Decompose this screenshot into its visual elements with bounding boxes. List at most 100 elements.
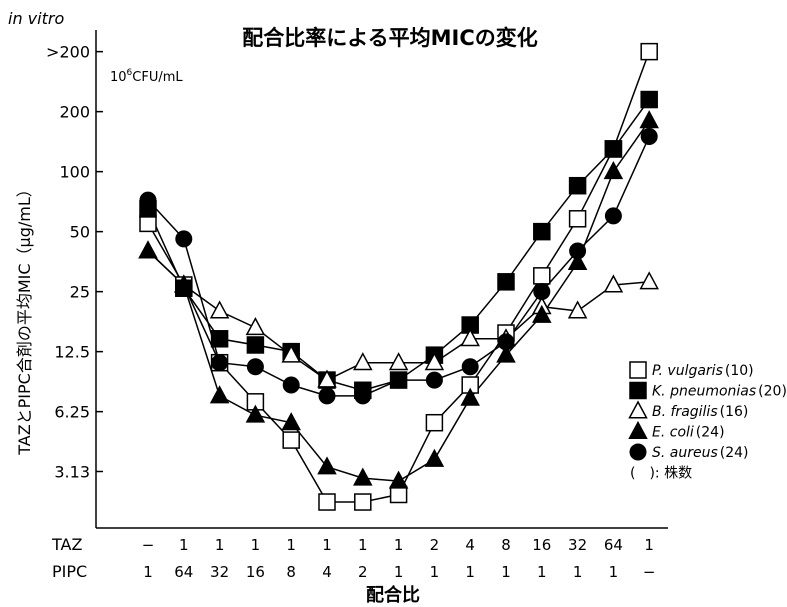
data-point-filled-triangle <box>138 240 158 259</box>
taz-ratio-label: 1 <box>322 536 332 554</box>
data-point-open-triangle <box>639 271 659 290</box>
pipc-ratio-label: 1 <box>537 563 547 581</box>
y-tick-label: >200 <box>46 43 90 62</box>
legend: P. vulgaris (10) K. pneumonias (20) B. fragi… <box>628 361 787 482</box>
series-line-filled-triangle <box>147 120 650 482</box>
x-axis-label: 配合比 <box>366 584 420 606</box>
data-point-open-triangle <box>317 369 337 388</box>
data-point-filled-circle <box>175 230 193 248</box>
data-point-filled-triangle <box>460 387 480 406</box>
data-point-open-triangle <box>245 317 266 336</box>
taz-ratio-label: 1 <box>179 536 189 554</box>
taz-ratio-label: 1 <box>394 536 404 554</box>
taz-ratio-label: 32 <box>568 536 587 554</box>
y-tick-label: 25 <box>70 283 90 302</box>
pipc-ratio-label: 1 <box>573 563 583 581</box>
data-point-filled-triangle <box>424 448 445 467</box>
data-point-filled-square <box>533 222 551 241</box>
legend-series-name: E. coli <box>652 425 694 441</box>
series-line-open-square <box>147 51 650 503</box>
taz-ratio-label: 1 <box>286 536 296 554</box>
data-point-filled-circle <box>533 283 551 301</box>
data-point-filled-triangle <box>388 470 409 489</box>
pipc-ratio-label: 8 <box>286 563 296 581</box>
pipc-ratio-label: 1 <box>465 563 475 581</box>
data-point-filled-square <box>210 330 229 348</box>
data-point-filled-triangle <box>603 161 624 180</box>
data-point-filled-circle <box>354 387 372 405</box>
pipc-ratio-label: 4 <box>322 563 332 581</box>
data-point-open-triangle <box>388 352 409 371</box>
data-point-open-square <box>568 210 587 228</box>
data-point-filled-circle <box>461 358 479 376</box>
taz-ratio-label: 4 <box>465 536 475 554</box>
ratio-rows: TAZ − 1 1 1 1 1 1 1 2 4 8 16 32 64 1 PIPC 1 64 32 16 8 4 2 1 1 1 1 1… <box>51 535 655 581</box>
pipc-ratio-label: 1 <box>501 563 511 581</box>
legend-series-name: K. pneumonias <box>652 384 756 400</box>
data-point-filled-triangle <box>209 385 230 404</box>
inoculum-unit: 106CFU/mL <box>110 68 183 85</box>
legend-marker-open-triangle <box>628 400 648 419</box>
data-point-open-square <box>318 493 336 511</box>
data-point-filled-circle <box>139 191 157 209</box>
data-point-open-square <box>533 267 551 285</box>
data-point-filled-triangle <box>174 274 194 293</box>
taz-ratio-label: − <box>142 536 155 554</box>
data-point-open-triangle <box>603 274 624 293</box>
pipc-ratio-label: 1 <box>430 563 440 581</box>
data-point-open-triangle <box>353 352 373 371</box>
pipc-row-label: PIPC <box>52 562 87 581</box>
y-tick-label: 12.5 <box>54 343 90 362</box>
data-point-filled-triangle <box>353 467 373 486</box>
data-point-filled-circle <box>390 371 408 389</box>
data-point-filled-square <box>497 273 515 291</box>
data-point-filled-circle <box>425 371 443 389</box>
pipc-ratio-label: − <box>643 563 656 581</box>
y-tick-label: 100 <box>59 163 90 182</box>
chart-title: 配合比率による平均MICの変化 <box>242 26 538 50</box>
y-tick-label: 200 <box>59 103 90 122</box>
taz-ratio-label: 1 <box>358 536 368 554</box>
pipc-ratio-label: 64 <box>174 563 193 581</box>
taz-ratio-label: 64 <box>604 536 623 554</box>
data-point-filled-triangle <box>639 110 659 129</box>
y-axis-label: TAZとPIPC合剤の平均MIC（μg/mL） <box>15 181 34 456</box>
data-point-filled-circle <box>569 242 587 260</box>
taz-ratio-label: 16 <box>532 536 551 554</box>
data-point-open-square <box>354 493 372 511</box>
data-point-filled-square <box>604 140 623 158</box>
series-markers <box>138 42 659 511</box>
legend-marker-filled-triangle <box>628 420 648 439</box>
data-point-open-triangle <box>209 300 230 319</box>
legend-series-count: (24) <box>720 445 749 461</box>
data-point-filled-circle <box>246 358 264 376</box>
y-tick-label: 50 <box>70 223 90 242</box>
data-point-open-square <box>139 214 157 233</box>
taz-row-label: TAZ <box>51 535 82 554</box>
pipc-ratio-label: 2 <box>358 563 368 581</box>
data-point-filled-square <box>246 336 265 354</box>
legend-series-count: (16) <box>720 404 749 420</box>
pipc-ratio-label: 16 <box>246 563 265 581</box>
taz-ratio-label: 1 <box>644 536 654 554</box>
data-point-filled-circle <box>604 207 622 225</box>
data-point-filled-triangle <box>245 404 266 423</box>
data-point-open-triangle <box>281 344 301 363</box>
data-point-open-triangle <box>460 328 480 347</box>
y-tick-label: 3.13 <box>54 463 90 482</box>
data-point-open-triangle <box>424 352 445 371</box>
legend-series-name: B. fragilis <box>652 404 718 420</box>
taz-ratio-label: 2 <box>430 536 440 554</box>
data-point-filled-circle <box>318 387 336 405</box>
legend-series-name: S. aureus <box>652 445 718 461</box>
taz-ratio-label: 1 <box>251 536 261 554</box>
data-point-open-square <box>425 413 444 432</box>
data-point-filled-circle <box>640 128 658 146</box>
data-point-open-square <box>389 485 408 504</box>
legend-series-name: P. vulgaris <box>652 363 723 379</box>
legend-marker-open-square <box>629 361 647 379</box>
pipc-ratio-label: 1 <box>143 563 153 581</box>
pipc-ratio-label: 1 <box>609 563 619 581</box>
in-vitro-note: in vitro <box>8 9 64 28</box>
